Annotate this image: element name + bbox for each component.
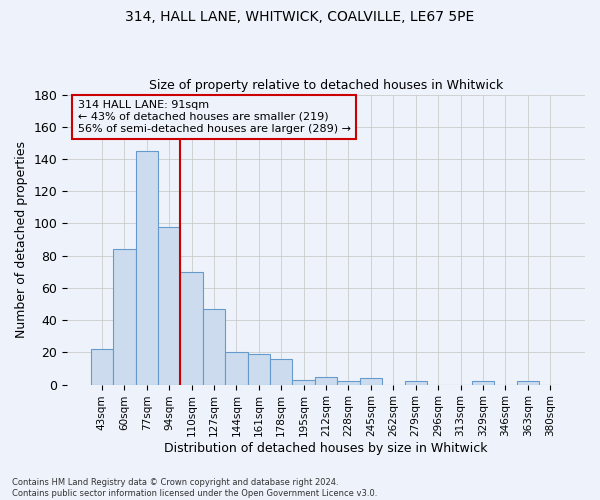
Text: 314, HALL LANE, WHITWICK, COALVILLE, LE67 5PE: 314, HALL LANE, WHITWICK, COALVILLE, LE6…: [125, 10, 475, 24]
Bar: [181, 272, 203, 384]
Bar: [113, 249, 136, 384]
Bar: [360, 378, 382, 384]
Bar: [404, 382, 427, 384]
Bar: [136, 151, 158, 384]
Bar: [337, 382, 360, 384]
Text: 314 HALL LANE: 91sqm
← 43% of detached houses are smaller (219)
56% of semi-deta: 314 HALL LANE: 91sqm ← 43% of detached h…: [77, 100, 350, 134]
Bar: [225, 352, 248, 384]
Bar: [158, 226, 181, 384]
Bar: [203, 309, 225, 384]
Text: Contains HM Land Registry data © Crown copyright and database right 2024.
Contai: Contains HM Land Registry data © Crown c…: [12, 478, 377, 498]
X-axis label: Distribution of detached houses by size in Whitwick: Distribution of detached houses by size …: [164, 442, 488, 455]
Bar: [517, 382, 539, 384]
Bar: [248, 354, 270, 384]
Y-axis label: Number of detached properties: Number of detached properties: [15, 141, 28, 338]
Bar: [315, 376, 337, 384]
Bar: [472, 382, 494, 384]
Bar: [292, 380, 315, 384]
Title: Size of property relative to detached houses in Whitwick: Size of property relative to detached ho…: [149, 79, 503, 92]
Bar: [270, 359, 292, 384]
Bar: [91, 349, 113, 384]
